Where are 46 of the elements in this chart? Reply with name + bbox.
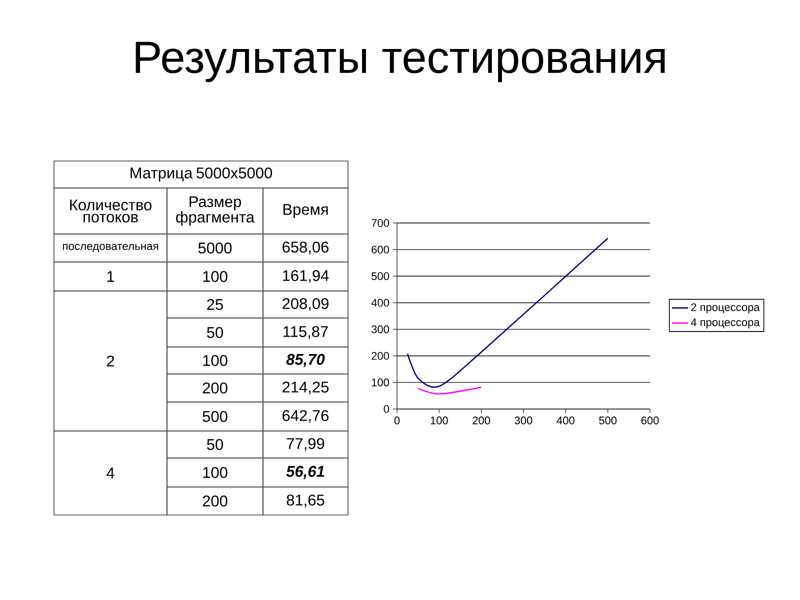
text: 1 [107, 271, 114, 282]
y-tick-label: 100 [372, 378, 390, 386]
text: 25 [207, 299, 223, 310]
x-tick-label: 100 [430, 416, 448, 424]
text: 5000 [198, 242, 232, 254]
y-tick-label: 0 [384, 405, 390, 413]
y-tick-label: 700 [372, 219, 390, 227]
text: Матрица 5000x5000 [130, 167, 272, 182]
text: 81,65 [286, 494, 324, 508]
text: 56,61 [286, 466, 324, 480]
text: Результаты тестирования [136, 42, 665, 82]
text: последовательная [62, 244, 158, 252]
y-tick-label: 400 [371, 298, 390, 307]
x-tick-label: 200 [472, 416, 490, 424]
legend-label: 4 процессора [690, 318, 760, 328]
x-tick-label: 300 [514, 416, 532, 424]
text: 200 [202, 496, 228, 506]
y-tick-label: 200 [372, 352, 390, 360]
text: 642,76 [282, 410, 329, 423]
legend-label: 2 процессора [691, 303, 760, 314]
text: Размер фрагмента [176, 196, 255, 226]
text: 2 [106, 356, 114, 366]
text: 208,09 [282, 298, 328, 311]
text: 50 [207, 327, 224, 338]
text: 161,94 [282, 270, 329, 283]
x-tick-label: 0 [394, 416, 400, 424]
text: 100 [203, 271, 228, 282]
text: 200 [202, 382, 228, 394]
text: Время [283, 204, 328, 218]
text: Количество потоков [70, 200, 152, 222]
y-tick-label: 500 [372, 272, 390, 280]
text: 214,25 [282, 382, 329, 394]
line-series [406, 238, 608, 388]
text: 4 [106, 468, 114, 478]
x-tick-label: 500 [599, 416, 617, 424]
text: 658,06 [282, 242, 329, 254]
x-tick-label: 400 [556, 416, 574, 424]
x-tick-label: 600 [641, 416, 659, 424]
text: 50 [207, 439, 224, 450]
text: 85,70 [286, 354, 325, 368]
y-tick-label: 600 [372, 246, 390, 254]
text: 77,99 [286, 438, 324, 451]
y-tick-label: 300 [372, 325, 390, 334]
text: 100 [203, 467, 228, 478]
text: 115,87 [284, 326, 328, 339]
text: 100 [203, 355, 228, 366]
